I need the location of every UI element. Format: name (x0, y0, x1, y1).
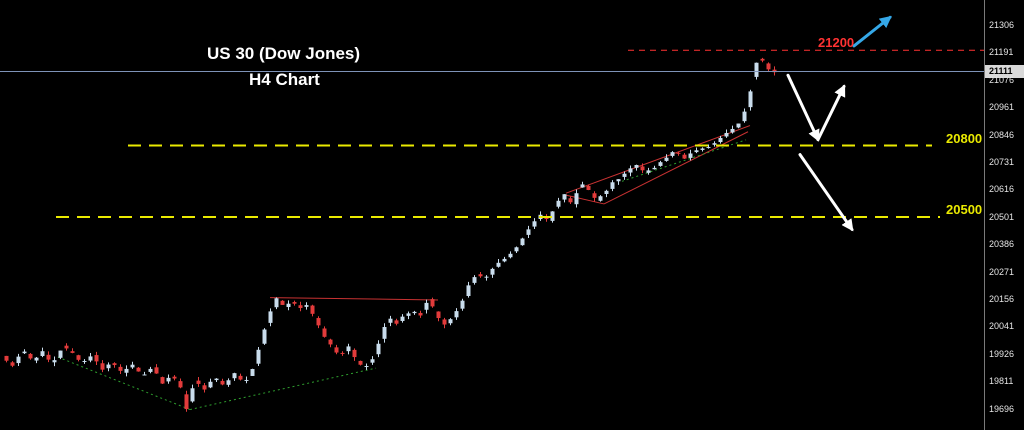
wedge-pullback-red[interactable] (565, 194, 605, 205)
bounce-from-20800-arrow[interactable] (816, 84, 846, 142)
price-axis: 21111 21306 21191 21076 20961 20846 20731 2061… (984, 0, 1024, 430)
axis-price-label: 19811 (989, 376, 1014, 387)
support-20500-label: 20500 (946, 202, 983, 217)
drop-to-20500-arrow[interactable] (798, 153, 854, 232)
current-price-tag: 21111 (985, 64, 1024, 78)
wedge-lower-red[interactable] (603, 131, 749, 205)
axis-price-label: 20961 (989, 102, 1015, 113)
axis-price-label: 20501 (989, 211, 1015, 222)
support-dotted-green-3[interactable] (621, 139, 747, 182)
resistance-21200-label: 21200 (818, 35, 855, 50)
axis-price-label: 20271 (989, 266, 1015, 277)
axis-price-label: 21306 (989, 20, 1015, 30)
candlesticks (4, 57, 777, 412)
support-dotted-green-1[interactable] (57, 356, 191, 411)
support-dotted-green-2[interactable] (189, 367, 377, 411)
axis-price-label: 20731 (989, 157, 1015, 167)
axis-price-label: 20041 (989, 321, 1015, 332)
axis-price-label: 19926 (989, 348, 1015, 359)
breakout-above-21200-arrow[interactable] (852, 15, 892, 48)
axis-price-label: 20616 (989, 184, 1015, 195)
chart-title-timeframe: H4 Chart (249, 70, 320, 89)
axis-price-label: 20156 (989, 294, 1015, 304)
chart-title-symbol: US 30 (Dow Jones) (207, 44, 361, 63)
axis-price-label: 19696 (989, 403, 1015, 414)
pullback-to-20800-arrow[interactable] (786, 73, 820, 142)
axis-price-label: 20386 (989, 239, 1015, 250)
axis-price-label: 21076 (989, 74, 1015, 85)
trendline-highs-red[interactable] (269, 297, 439, 301)
support-20800-label: 20800 (946, 131, 983, 146)
axis-price-label: 21191 (989, 47, 1014, 58)
axis-price-label: 20846 (989, 129, 1015, 140)
wedge-upper-red[interactable] (565, 125, 751, 194)
